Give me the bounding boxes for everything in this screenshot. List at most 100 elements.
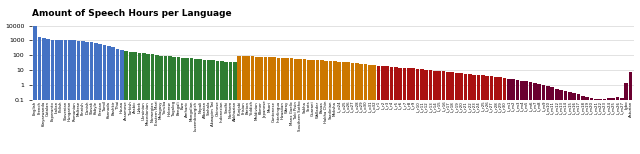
Bar <box>577 94 580 154</box>
Bar <box>459 73 463 154</box>
Bar <box>355 63 358 154</box>
Bar <box>598 99 602 154</box>
Bar <box>403 68 406 154</box>
Bar <box>290 58 293 154</box>
Bar <box>63 41 67 154</box>
Bar <box>68 41 72 154</box>
Bar <box>189 58 193 154</box>
Bar <box>255 57 259 154</box>
Bar <box>520 81 524 154</box>
Bar <box>72 41 76 154</box>
Bar <box>203 60 207 154</box>
Bar <box>546 86 550 154</box>
Bar <box>276 58 280 154</box>
Bar <box>55 40 59 154</box>
Bar <box>207 60 211 154</box>
Bar <box>446 72 450 154</box>
Bar <box>494 77 498 154</box>
Bar <box>250 56 254 154</box>
Bar <box>477 75 480 154</box>
Bar <box>572 93 576 154</box>
Bar <box>38 37 41 154</box>
Bar <box>490 76 493 154</box>
Bar <box>455 73 458 154</box>
Bar <box>364 64 367 154</box>
Bar <box>216 61 220 154</box>
Bar <box>398 68 402 154</box>
Bar <box>51 40 54 154</box>
Bar <box>177 57 180 154</box>
Bar <box>159 56 163 154</box>
Bar <box>142 53 145 154</box>
Bar <box>120 50 124 154</box>
Bar <box>589 98 593 154</box>
Bar <box>499 77 502 154</box>
Bar <box>472 75 476 154</box>
Bar <box>529 82 532 154</box>
Bar <box>429 70 433 154</box>
Bar <box>420 69 424 154</box>
Bar <box>150 55 154 154</box>
Bar <box>124 51 128 154</box>
Bar <box>438 71 441 154</box>
Bar <box>538 84 541 154</box>
Bar <box>516 80 520 154</box>
Bar <box>559 90 563 154</box>
Bar <box>99 44 102 154</box>
Bar <box>225 62 228 154</box>
Bar <box>90 42 93 154</box>
Bar <box>198 59 202 154</box>
Text: Amount of Speech Hours per Language: Amount of Speech Hours per Language <box>32 9 232 18</box>
Bar <box>316 60 319 154</box>
Bar <box>550 87 554 154</box>
Bar <box>307 60 311 154</box>
Bar <box>394 67 397 154</box>
Bar <box>468 74 472 154</box>
Bar <box>116 49 120 154</box>
Bar <box>412 68 415 154</box>
Bar <box>294 59 298 154</box>
Bar <box>372 65 376 154</box>
Bar <box>416 69 419 154</box>
Bar <box>620 98 624 154</box>
Bar <box>111 47 115 154</box>
Bar <box>524 81 528 154</box>
Bar <box>542 85 545 154</box>
Bar <box>346 62 350 154</box>
Bar <box>138 53 141 154</box>
Bar <box>268 57 271 154</box>
Bar <box>585 97 589 154</box>
Bar <box>568 92 572 154</box>
Bar <box>351 63 354 154</box>
Bar <box>194 59 198 154</box>
Bar <box>368 65 372 154</box>
Bar <box>164 56 167 154</box>
Bar <box>385 67 389 154</box>
Bar <box>129 52 132 154</box>
Bar <box>133 52 137 154</box>
Bar <box>424 70 428 154</box>
Bar <box>320 60 324 154</box>
Bar <box>85 42 89 154</box>
Bar <box>433 71 436 154</box>
Bar <box>272 57 276 154</box>
Bar <box>46 39 50 154</box>
Bar <box>555 89 559 154</box>
Bar <box>220 61 224 154</box>
Bar <box>376 66 380 154</box>
Bar <box>463 74 467 154</box>
Bar <box>511 79 515 154</box>
Bar <box>616 97 620 154</box>
Bar <box>594 99 598 154</box>
Bar <box>229 62 232 154</box>
Bar <box>107 46 111 154</box>
Bar <box>333 61 337 154</box>
Bar <box>172 57 176 154</box>
Bar <box>603 99 606 154</box>
Bar <box>481 75 484 154</box>
Bar <box>77 41 81 154</box>
Bar <box>211 60 215 154</box>
Bar <box>303 59 307 154</box>
Bar <box>563 91 567 154</box>
Bar <box>381 66 385 154</box>
